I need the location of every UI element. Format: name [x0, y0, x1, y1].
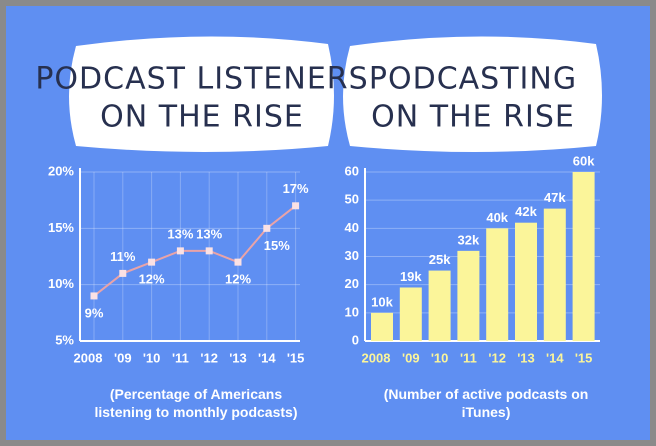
- x-tick-label: '13: [229, 350, 247, 365]
- x-tick-label: '15: [287, 350, 305, 365]
- x-tick-label: '11: [460, 350, 477, 365]
- data-label: 47k: [544, 190, 566, 205]
- bar: [399, 287, 422, 341]
- data-label: 15%: [264, 238, 290, 253]
- line: [93, 205, 297, 297]
- bar: [371, 312, 393, 341]
- y-tick-label: 20: [345, 276, 359, 291]
- marker: [234, 258, 242, 266]
- marker: [292, 202, 300, 210]
- bar: [572, 172, 595, 341]
- bar: [543, 208, 566, 341]
- data-label: 32k: [458, 232, 480, 247]
- y-tick-label: 0: [352, 332, 359, 347]
- x-tick-label: '13: [517, 350, 535, 365]
- x-tick-label: 2008: [74, 350, 103, 365]
- chart-note: (Number of active podcasts on iTunes): [383, 386, 589, 420]
- x-tick-label: '09: [114, 350, 132, 365]
- marker: [119, 269, 127, 277]
- title-bubble: [343, 36, 602, 152]
- bar: [457, 250, 480, 341]
- data-label: 19k: [400, 269, 422, 284]
- chart-title: ON THE RISE: [100, 100, 304, 135]
- marker: [90, 292, 98, 300]
- y-tick-label: 40: [345, 220, 359, 235]
- x-tick-label: '09: [402, 350, 420, 365]
- chart-title: PODCASTING: [369, 62, 577, 97]
- data-label: 10k: [371, 294, 393, 309]
- chart-title: ON THE RISE: [371, 100, 575, 135]
- y-tick-label: 20%: [48, 163, 74, 178]
- chart-note: (Percentage of Americans listening to mo…: [94, 386, 298, 420]
- x-tick-label: '10: [143, 350, 161, 365]
- y-tick-label: 15%: [48, 220, 74, 235]
- data-label: 40k: [486, 210, 508, 225]
- x-tick-label: '12: [488, 350, 506, 365]
- data-label: 13%: [167, 226, 193, 241]
- data-label: 25k: [429, 252, 451, 267]
- title-bubble: [69, 36, 334, 152]
- data-label: 13%: [196, 226, 222, 241]
- bar: [428, 270, 451, 341]
- bar: [486, 228, 509, 341]
- chart-title: PODCAST LISTENERS: [35, 62, 368, 97]
- x-tick-label: '12: [200, 350, 218, 365]
- data-label: 42k: [515, 204, 537, 219]
- y-tick-label: 10%: [48, 276, 74, 291]
- x-tick-label: '14: [546, 350, 564, 365]
- y-tick-label: 10: [345, 304, 359, 319]
- data-label: 60k: [573, 153, 595, 168]
- x-tick-label: '15: [575, 350, 593, 365]
- x-tick-label: '14: [258, 350, 276, 365]
- data-label: 12%: [139, 272, 165, 287]
- y-tick-label: 5%: [55, 332, 74, 347]
- y-tick-label: 30: [345, 248, 359, 263]
- x-tick-label: '11: [172, 350, 189, 365]
- bar: [515, 222, 537, 341]
- marker: [263, 224, 271, 232]
- data-label: 17%: [283, 181, 309, 196]
- marker: [148, 258, 156, 266]
- data-label: 9%: [85, 305, 104, 320]
- y-tick-label: 60: [345, 163, 359, 178]
- x-tick-label: '10: [431, 350, 449, 365]
- data-label: 12%: [225, 272, 251, 287]
- y-tick-label: 50: [345, 192, 359, 207]
- marker: [176, 247, 184, 255]
- x-tick-label: 2008: [362, 350, 391, 365]
- data-label: 11%: [110, 249, 136, 264]
- marker: [205, 247, 213, 255]
